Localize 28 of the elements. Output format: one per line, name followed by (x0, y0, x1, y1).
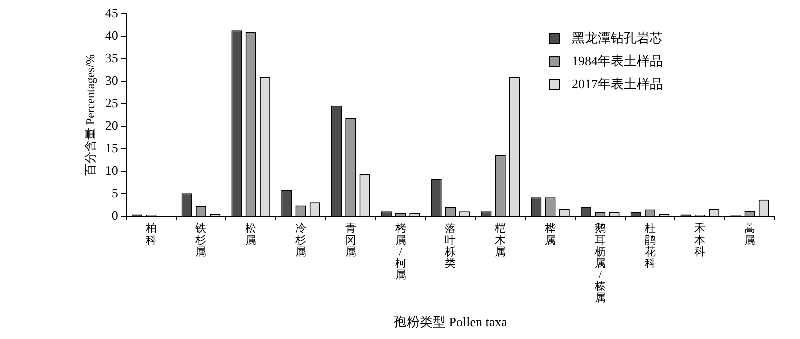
y-axis-title: 百分含量 Percentages/% (83, 54, 98, 176)
x-tick-label: 禾本科 (694, 222, 706, 258)
x-tick-label: 鹅耳枥属/榛属 (594, 222, 606, 305)
x-tick-label: 柏科 (144, 223, 157, 247)
y-tick-label: 30 (105, 72, 118, 88)
x-tick-label: 落叶栎类 (444, 222, 456, 270)
y-tick-label: 10 (105, 162, 118, 178)
x-axis-title: 孢粉类型 Pollen taxa (394, 314, 508, 330)
x-tick-label: 青冈属 (345, 222, 356, 258)
y-tick-label: 15 (105, 140, 118, 156)
y-tick-label: 20 (105, 118, 118, 133)
y-tick-label: 40 (105, 28, 118, 43)
x-tick-label: 冷杉属 (294, 223, 307, 258)
x-tick-label: 铁杉属 (194, 223, 207, 258)
x-tick-label: 蒿属 (744, 222, 756, 247)
x-tick-label: 栲属/柯属 (394, 222, 406, 282)
legend-label: 2017年表土样品 (572, 76, 663, 92)
x-tick-label: 松属 (246, 223, 257, 247)
y-tick-label: 25 (105, 95, 118, 110)
x-tick-label: 杜鹃花科 (644, 223, 656, 270)
y-tick-label: 5 (112, 185, 118, 200)
x-tick-label: 桦属 (544, 223, 556, 247)
legend-label: 黑龙潭钻孔岩芯 (572, 30, 663, 46)
y-tick-label: 35 (105, 50, 118, 66)
x-tick-label: 桤木属 (495, 222, 506, 258)
y-tick-label: 0 (112, 208, 118, 223)
legend-label: 1984年表土样品 (572, 53, 663, 68)
y-tick-label: 45 (105, 5, 118, 20)
